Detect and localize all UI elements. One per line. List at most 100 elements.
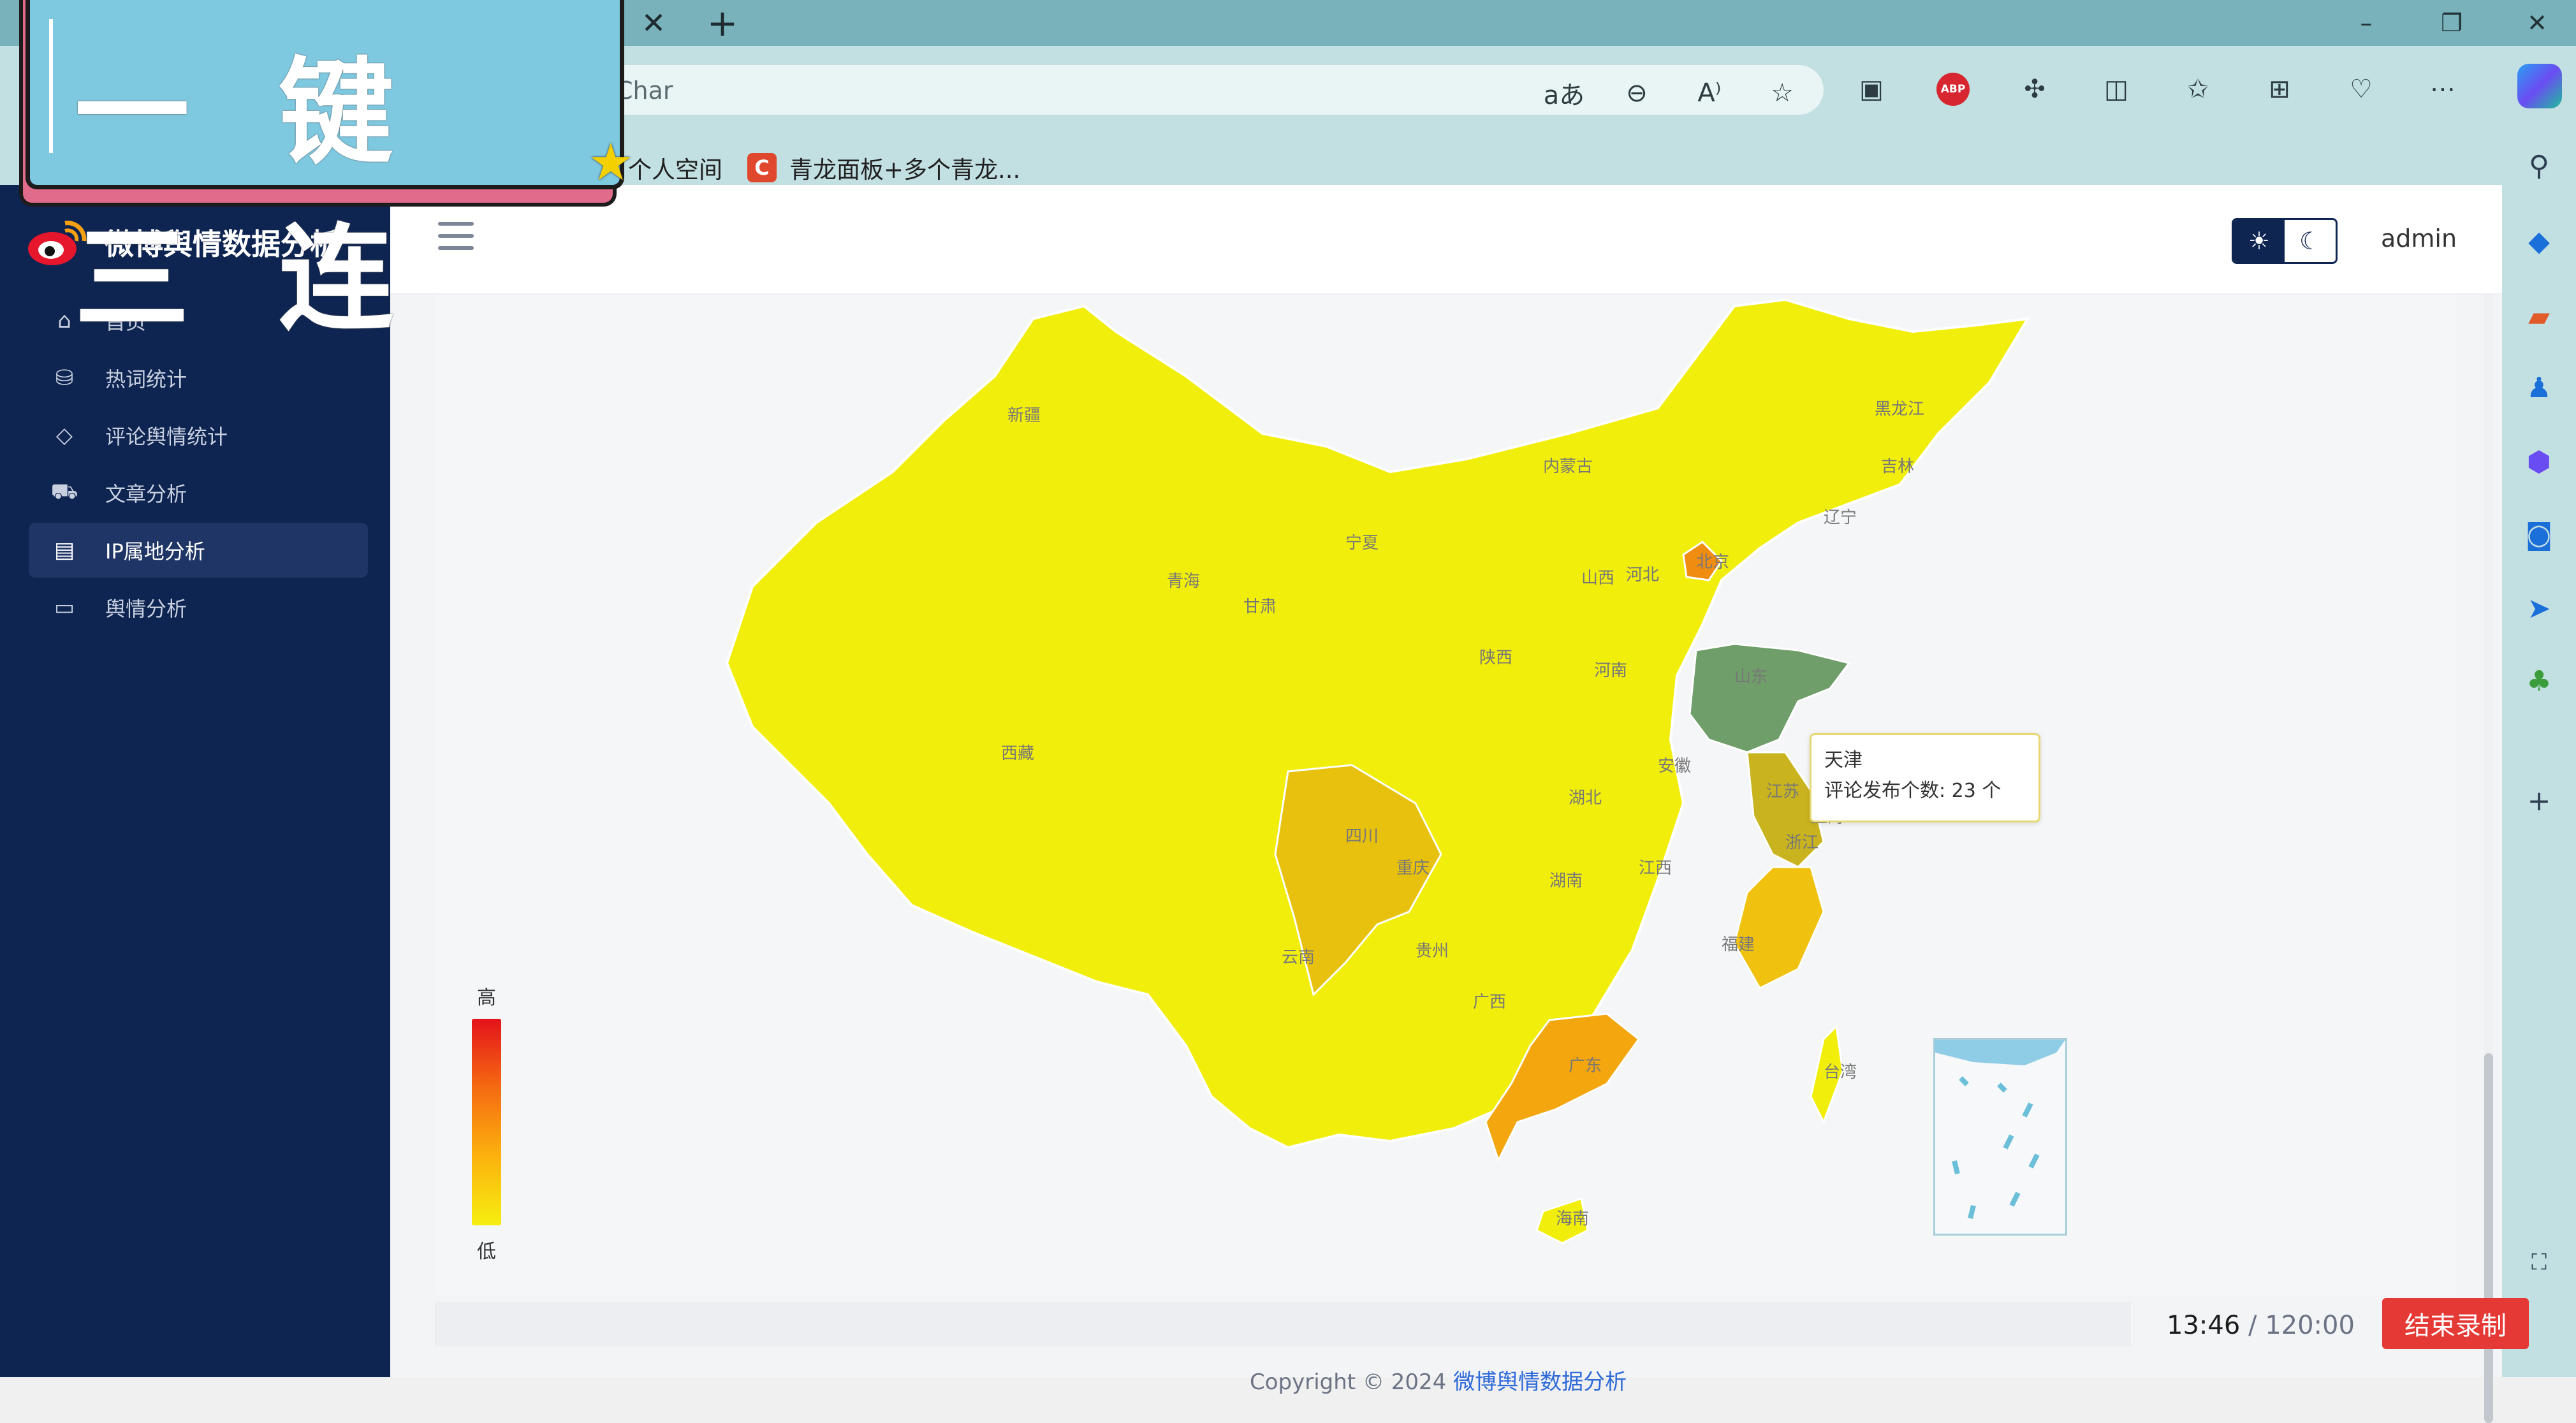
tree-icon[interactable]: ♣ <box>2526 664 2552 697</box>
tab-close-icon[interactable]: ✕ <box>641 6 666 40</box>
recording-elapsed: 13:46 <box>2167 1311 2241 1340</box>
sidebar-item-home[interactable]: ⌂ 首页 <box>29 293 368 348</box>
province-label: 山西 <box>1581 569 1614 588</box>
banner-text: 一键三连 <box>75 47 483 346</box>
read-aloud-icon[interactable]: A⁾ <box>1697 78 1722 108</box>
sidebar-item-article-analysis[interactable]: ⛟ 文章分析 <box>50 478 187 507</box>
province-label: 浙江 <box>1785 833 1819 852</box>
province-label: 云南 <box>1282 948 1315 967</box>
province-label: 宁夏 <box>1345 534 1379 553</box>
address-text[interactable]: Char <box>616 77 673 105</box>
tooltip-metric-label: 评论发布个数: <box>1824 780 1946 802</box>
office-icon[interactable]: ⬢ <box>2526 445 2552 478</box>
recording-timer: 13:46 / 120:00 <box>2167 1311 2355 1340</box>
sidebar-item-sentiment[interactable]: ▭ 舆情分析 <box>29 580 368 635</box>
sidebar-item-comment-stats[interactable]: ◇ 评论舆情统计 <box>29 408 368 463</box>
games-icon[interactable]: ♟ <box>2526 371 2552 404</box>
province-label: 陕西 <box>1479 648 1512 668</box>
footer-copyright: Copyright © 2024 微博舆情数据分析 <box>1250 1369 1627 1395</box>
sidebar-nav: ⌂ 首页 ⛁ 热词统计 ◇ 评论舆情统计 ⛟ 文章分析 ▤ IP属地分析 ▭ 舆… <box>29 293 368 638</box>
stop-recording-button[interactable]: 结束录制 <box>2382 1298 2529 1349</box>
province-label: 河南 <box>1594 661 1627 680</box>
tooltip-region-name: 天津 <box>1824 749 1862 771</box>
add-icon[interactable]: + <box>2527 784 2551 817</box>
legend-high-label: 高 <box>477 987 496 1009</box>
region-zhejiang[interactable] <box>1733 866 1825 989</box>
province-label: 黑龙江 <box>1875 400 1924 419</box>
more-menu-icon[interactable]: ⋯ <box>2430 75 2455 104</box>
outlook-icon[interactable]: ◙ <box>2525 518 2553 551</box>
dark-mode-icon[interactable]: ☾ <box>2285 220 2336 262</box>
new-tab-icon[interactable]: + <box>706 1 738 45</box>
collections-icon[interactable]: ⊞ <box>2269 75 2290 104</box>
south-china-sea-inset <box>1933 1038 2067 1236</box>
theme-toggle[interactable]: ☀ ☾ <box>2232 218 2338 264</box>
menu-toggle-icon[interactable] <box>438 222 474 254</box>
province-label: 湖南 <box>1549 872 1583 891</box>
province-label: 广西 <box>1473 993 1506 1012</box>
search-icon[interactable]: ⚲ <box>2528 149 2550 182</box>
favorite-item[interactable]: 个人空间 <box>628 156 722 184</box>
recording-total: / 120:00 <box>2248 1311 2355 1340</box>
province-label: 贵州 <box>1416 942 1449 961</box>
adblock-icon[interactable]: ABP <box>1931 70 1975 108</box>
calendar-icon: ▭ <box>54 595 75 620</box>
minimize-icon[interactable]: – <box>2360 9 2373 37</box>
top-header: ☀ ☾ admin <box>390 185 2502 295</box>
province-label: 安徽 <box>1658 757 1691 776</box>
footer-bar <box>435 1302 2131 1346</box>
legend-low-label: 低 <box>477 1241 496 1263</box>
region-hainan[interactable] <box>1535 1197 1589 1244</box>
split-screen-icon[interactable]: ◫ <box>2104 75 2128 104</box>
province-label: 海南 <box>1556 1209 1589 1229</box>
region-taiwan[interactable] <box>1810 1024 1844 1125</box>
region-guangdong[interactable] <box>1484 1012 1641 1163</box>
province-label: 内蒙古 <box>1543 457 1593 476</box>
address-bar[interactable]: Char aあ ⊖ A⁾ ☆ <box>574 65 1824 115</box>
province-label: 西藏 <box>1001 744 1034 763</box>
like-combo-banner: 一键三连 <box>26 0 624 346</box>
footer-link[interactable]: 微博舆情数据分析 <box>1453 1369 1627 1395</box>
send-icon[interactable]: ➤ <box>2527 592 2551 625</box>
favorites-icon[interactable]: ✩ <box>2187 75 2209 104</box>
chart-icon: ⛁ <box>55 365 74 391</box>
translate-icon[interactable]: aあ <box>1543 81 1585 110</box>
china-landmass <box>725 298 2030 1149</box>
tools-icon[interactable]: ▰ <box>2528 300 2550 333</box>
scrollbar-thumb[interactable] <box>2484 1053 2493 1423</box>
sidebar-item-hotwords[interactable]: ⛁ 热词统计 <box>29 351 368 405</box>
screenshot-icon[interactable]: ⛶ <box>2531 1250 2547 1275</box>
shopping-tag-icon[interactable]: ◆ <box>2528 224 2550 258</box>
sidebar: 微博舆情数据分析 ⌂ 首页 ⛁ 热词统计 ◇ 评论舆情统计 ⛟ 文章分析 ▤ I… <box>0 185 390 1377</box>
close-window-icon[interactable]: ✕ <box>2527 9 2547 37</box>
browser-essentials-icon[interactable]: ♡ <box>2350 75 2373 104</box>
region-sichuan[interactable] <box>1274 764 1442 996</box>
province-label: 广东 <box>1569 1056 1602 1076</box>
province-label: 甘肃 <box>1243 597 1277 617</box>
user-name[interactable]: admin <box>2381 224 2457 252</box>
province-label: 河北 <box>1626 566 1659 585</box>
visual-map-legend[interactable] <box>472 1019 501 1225</box>
zoom-out-icon[interactable]: ⊖ <box>1626 78 1648 108</box>
province-label: 辽宁 <box>1824 508 1857 527</box>
region-jiangsu[interactable] <box>1746 751 1825 868</box>
extension-icon[interactable]: ▣ <box>1859 75 1884 104</box>
restore-icon[interactable]: ❐ <box>2440 9 2463 37</box>
province-label: 湖北 <box>1569 789 1602 808</box>
province-label: 江西 <box>1639 859 1672 878</box>
logo-row[interactable]: 微博舆情数据分析 <box>26 217 339 268</box>
light-mode-icon[interactable]: ☀ <box>2234 220 2285 262</box>
favorite-item[interactable]: C 青龙面板+多个青龙... <box>747 150 1020 185</box>
page-scrollbar[interactable] <box>2484 295 2493 1423</box>
weibo-logo-icon <box>28 221 87 265</box>
tag-icon: ◇ <box>55 423 73 448</box>
region-beijing[interactable] <box>1682 541 1723 581</box>
extensions-puzzle-icon[interactable]: ✣ <box>2024 75 2045 104</box>
favorite-star-icon[interactable]: ☆ <box>1771 78 1794 108</box>
copilot-icon[interactable] <box>2517 64 2562 108</box>
star-icon: ★ <box>588 133 634 192</box>
home-icon: ⌂ <box>57 308 71 333</box>
province-label: 台湾 <box>1824 1063 1857 1082</box>
region-shandong[interactable] <box>1688 643 1851 754</box>
sidebar-item-ip-analysis[interactable]: ▤ IP属地分析 <box>29 523 368 578</box>
